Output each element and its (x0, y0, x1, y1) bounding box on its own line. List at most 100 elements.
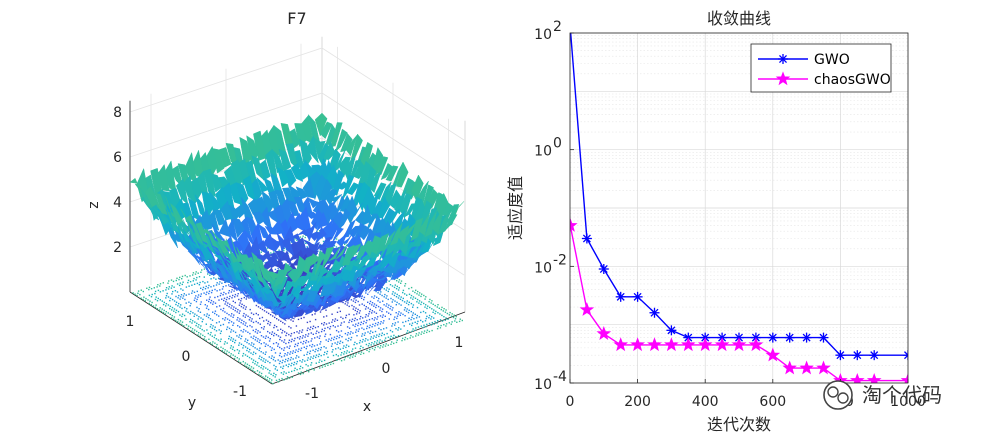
contour-dot (325, 339, 327, 341)
contour-dot (181, 283, 183, 286)
contour-dot (282, 373, 285, 375)
contour-dot (353, 314, 355, 316)
contour-dot (258, 349, 260, 352)
contour-dot (388, 280, 390, 282)
contour-dot (192, 272, 195, 274)
contour-dot (206, 305, 208, 307)
contour-dot (278, 354, 281, 357)
contour-dot (285, 334, 287, 337)
contour-dot (221, 298, 223, 300)
contour-dot (245, 298, 247, 300)
contour-dot (326, 350, 329, 353)
contour-dot (410, 297, 412, 299)
contour-dot (255, 352, 257, 355)
contour-dot (327, 362, 330, 364)
contour-dot (181, 275, 184, 278)
contour-dot (257, 314, 259, 316)
contour-dot (365, 314, 367, 316)
contour-dot (410, 286, 413, 289)
contour-dot (237, 317, 239, 319)
contour-dot (409, 323, 411, 325)
contour-dot (349, 319, 351, 321)
contour-dot (348, 337, 350, 340)
contour-dot (222, 347, 224, 350)
contour-dot (411, 316, 413, 319)
contour-dot (238, 342, 241, 344)
contour-dot (341, 266, 343, 268)
contour-dot (252, 369, 254, 372)
contour-dot (367, 331, 369, 333)
contour-dot (326, 353, 328, 355)
contour-dot (292, 350, 294, 352)
contour-dot (170, 279, 173, 281)
pentagram-marker (697, 337, 713, 352)
contour-dot (255, 304, 258, 307)
contour-dot (369, 300, 372, 303)
contour-dot (321, 322, 323, 325)
contour-dot (417, 334, 420, 336)
contour-dot (344, 332, 347, 335)
contour-dot (391, 285, 394, 287)
contour-dot (414, 297, 417, 299)
contour-dot (348, 351, 350, 353)
contour-dot (387, 298, 389, 301)
contour-dot (220, 308, 222, 311)
contour-dot (367, 301, 369, 303)
contour-dot (279, 346, 281, 349)
contour-dot (415, 327, 417, 329)
contour-dot (366, 327, 368, 330)
surface-patch (201, 191, 215, 222)
asterisk-marker (598, 264, 609, 275)
contour-dot (215, 284, 218, 286)
contour-dot (340, 330, 343, 332)
contour-dot (357, 330, 360, 332)
contour-dot (458, 320, 461, 323)
pentagram-marker (680, 337, 696, 352)
contour-dot (270, 373, 272, 375)
contour-dot (445, 309, 447, 311)
contour-dot (434, 304, 436, 307)
contour-dot (428, 314, 431, 317)
contour-dot (193, 291, 196, 293)
contour-dot (335, 238, 338, 240)
surface-patch (264, 226, 278, 235)
contour-dot (428, 301, 430, 303)
contour-dot (312, 333, 314, 335)
contour-dot (265, 319, 268, 321)
contour-dot (241, 303, 243, 305)
contour-dot (206, 299, 208, 301)
contour-dot (446, 312, 449, 315)
contour-dot (228, 306, 230, 308)
contour-dot (330, 339, 332, 342)
contour-dot (251, 342, 253, 344)
contour-dot (215, 338, 218, 340)
contour-dot (283, 355, 286, 357)
surface-patch (424, 210, 437, 238)
contour-dot (424, 320, 427, 322)
contour-dot (351, 318, 354, 320)
contour-dot (248, 367, 250, 369)
contour-dot (320, 341, 322, 343)
surface-patch (337, 208, 351, 231)
contour-dot (180, 294, 183, 296)
y-tick-label: 1 (126, 314, 135, 330)
contour-dot (272, 382, 274, 385)
contour-dot (440, 324, 442, 327)
contour-dot (341, 352, 343, 354)
contour-dot (254, 371, 256, 373)
contour-dot (286, 378, 288, 380)
contour-dot (400, 328, 402, 330)
contour-dot (232, 324, 234, 326)
contour-dot (201, 320, 203, 323)
contour-dot (343, 345, 345, 347)
contour-dot (408, 301, 410, 303)
contour-dot (287, 352, 289, 354)
contour-dot (277, 343, 280, 345)
contour-dot (173, 308, 176, 310)
contour-dot (278, 319, 280, 321)
contour-dot (406, 338, 409, 340)
contour-dot (185, 318, 187, 320)
contour-dot (432, 303, 434, 305)
contour-dot (456, 321, 458, 323)
